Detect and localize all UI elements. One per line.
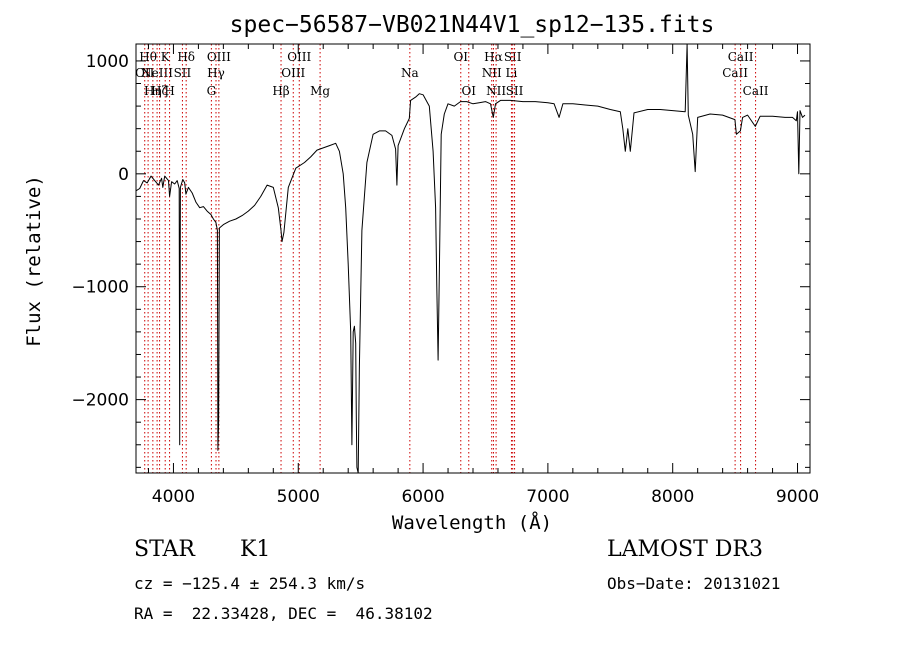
y-tick-label: −2000 <box>71 391 129 411</box>
ra-dec-coordinates: RA = 22.33428, DEC = 46.38102 <box>134 604 433 623</box>
spectral-line-markers: OIIHθHηNeIIIHζKHSIIHδGHγOIIIHβOIIIOIIIMg… <box>135 44 769 473</box>
line-marker-label: CaII <box>722 66 748 80</box>
y-tick-label: 1000 <box>86 52 129 72</box>
line-marker-label: Mg <box>310 84 330 98</box>
line-marker-label: Hη <box>144 84 162 98</box>
line-marker-label: SII <box>506 84 524 98</box>
line-marker-label: OIII <box>287 50 311 64</box>
spectrum-line <box>135 43 806 474</box>
x-axis-label: Wavelength (Å) <box>392 511 552 534</box>
object-subclass: K1 <box>240 537 271 562</box>
line-marker-label: SII <box>174 66 192 80</box>
x-tick-label: 9000 <box>776 487 819 507</box>
x-tick-label: 6000 <box>401 487 444 507</box>
x-tick-label: 5000 <box>277 487 320 507</box>
line-marker-label: Li <box>506 66 518 80</box>
line-marker-label: NII <box>486 84 506 98</box>
survey-name: LAMOST DR3 <box>607 537 763 562</box>
observation-date: Obs−Date: 20131021 <box>607 574 781 593</box>
y-axis-label: Flux (relative) <box>23 175 45 347</box>
line-marker-label: OI <box>461 84 476 98</box>
line-marker-label: K <box>161 50 171 64</box>
line-marker-label: Hδ <box>177 50 195 64</box>
chart-title: spec−56587−VB021N44V1_sp12−135.fits <box>230 12 715 38</box>
line-marker-label: CaII <box>743 84 769 98</box>
line-marker-label: G <box>207 84 217 98</box>
line-marker-label: H <box>164 84 174 98</box>
line-marker-label: Hα <box>484 50 503 64</box>
line-marker-label: Hζ <box>151 84 168 98</box>
line-marker-label: Hθ <box>139 50 157 64</box>
line-marker-label: Hβ <box>272 84 289 98</box>
line-marker-label: OI <box>453 50 468 64</box>
line-marker-label: Na <box>401 66 419 80</box>
line-marker-label: OII <box>135 66 155 80</box>
line-marker-label: CaII <box>728 50 754 64</box>
line-marker-label: OIII <box>281 66 305 80</box>
redshift-cz: cz = −125.4 ± 254.3 km/s <box>134 574 366 593</box>
plot-frame <box>135 43 811 474</box>
line-marker-label: Hγ <box>207 66 225 80</box>
line-marker-label: NeIII <box>141 66 173 80</box>
line-marker-label: SII <box>504 50 522 64</box>
line-marker-label: NII <box>482 66 502 80</box>
x-tick-label: 4000 <box>152 487 195 507</box>
line-marker-label: OIII <box>207 50 231 64</box>
axis-ticks: 4000 5000 6000 7000 8000 9000 −2000 −1000 0 1000 <box>71 44 819 507</box>
y-tick-label: −1000 <box>71 278 129 298</box>
x-tick-label: 8000 <box>651 487 694 507</box>
x-tick-label: 7000 <box>526 487 569 507</box>
spectrum-series <box>135 43 806 474</box>
object-class: STAR <box>134 537 195 562</box>
y-tick-label: 0 <box>118 165 129 185</box>
